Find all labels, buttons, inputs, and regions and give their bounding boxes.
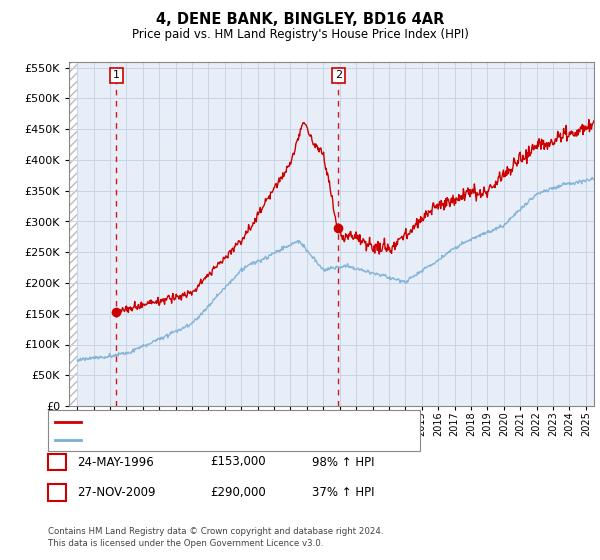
Bar [69, 62, 77, 406]
Text: £153,000: £153,000 [210, 455, 266, 469]
Text: 24-MAY-1996: 24-MAY-1996 [77, 455, 154, 469]
Text: 2: 2 [53, 486, 61, 500]
Text: 27-NOV-2009: 27-NOV-2009 [77, 486, 155, 500]
Text: 1: 1 [113, 71, 120, 81]
Text: Price paid vs. HM Land Registry's House Price Index (HPI): Price paid vs. HM Land Registry's House … [131, 28, 469, 41]
Text: 4, DENE BANK, BINGLEY, BD16 4AR: 4, DENE BANK, BINGLEY, BD16 4AR [156, 12, 444, 27]
Text: 2: 2 [335, 71, 342, 81]
Text: 98% ↑ HPI: 98% ↑ HPI [312, 455, 374, 469]
Text: £290,000: £290,000 [210, 486, 266, 500]
Text: Contains HM Land Registry data © Crown copyright and database right 2024.
This d: Contains HM Land Registry data © Crown c… [48, 527, 383, 548]
Text: 37% ↑ HPI: 37% ↑ HPI [312, 486, 374, 500]
Text: 1: 1 [53, 455, 61, 469]
Text: 4, DENE BANK, BINGLEY, BD16 4AR (detached house): 4, DENE BANK, BINGLEY, BD16 4AR (detache… [86, 417, 365, 427]
Text: HPI: Average price, detached house, Bradford: HPI: Average price, detached house, Brad… [86, 435, 324, 445]
